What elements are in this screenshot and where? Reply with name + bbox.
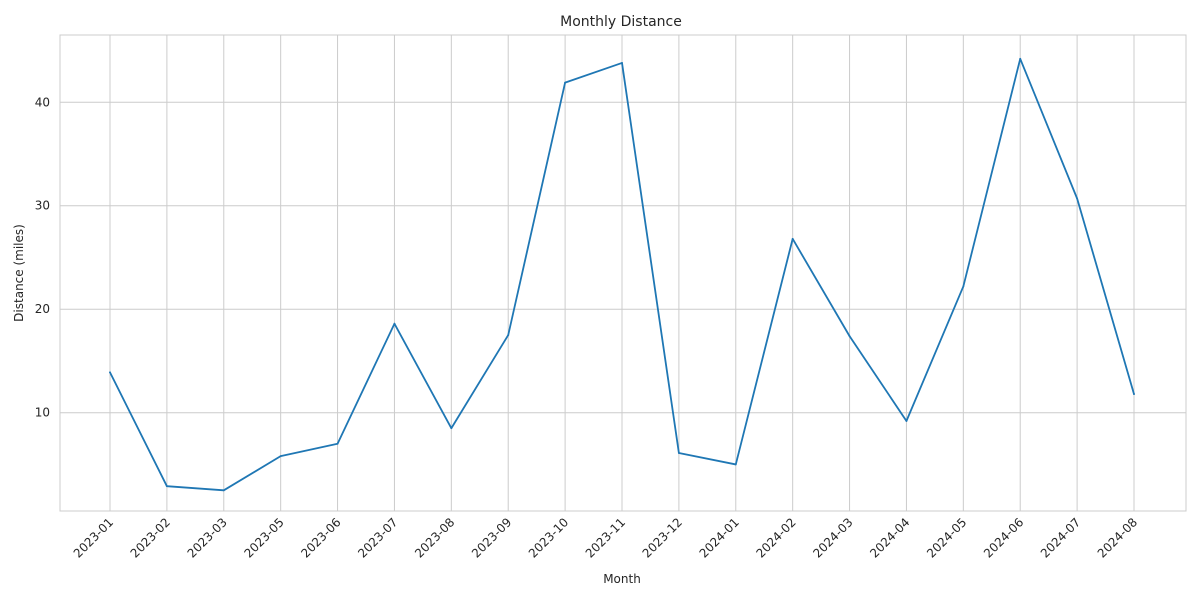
data-point xyxy=(1076,197,1079,200)
y-gridlines xyxy=(60,101,1186,414)
y-tick-label: 20 xyxy=(35,302,50,316)
x-tick-label: 2024-08 xyxy=(1095,515,1140,560)
x-axis-label: Month xyxy=(603,572,641,586)
data-points xyxy=(109,57,1135,492)
y-tick-label: 40 xyxy=(35,95,50,109)
x-tick-label: 2023-02 xyxy=(128,515,173,560)
x-gridlines xyxy=(109,35,1135,511)
x-tick-label: 2024-05 xyxy=(924,515,969,560)
x-tick-label: 2024-02 xyxy=(753,515,798,560)
data-point xyxy=(621,62,623,64)
x-tick-label: 2023-07 xyxy=(355,515,400,560)
data-point xyxy=(848,335,851,338)
data-point xyxy=(677,452,680,454)
data-point xyxy=(279,455,282,458)
y-tick-label: 30 xyxy=(35,199,50,213)
x-tick-label: 2024-04 xyxy=(867,515,912,560)
data-point xyxy=(450,427,453,430)
data-point xyxy=(165,485,168,488)
data-point xyxy=(336,442,339,445)
data-point xyxy=(962,285,965,288)
chart-title: Monthly Distance xyxy=(560,14,682,30)
data-point xyxy=(1133,393,1135,395)
data-point xyxy=(1019,57,1022,60)
data-point xyxy=(734,463,737,466)
x-tick-label: 2024-01 xyxy=(697,515,742,560)
x-tick-label: 2023-06 xyxy=(298,515,343,560)
data-point xyxy=(507,334,510,336)
data-point xyxy=(109,371,111,374)
y-tick-label: 10 xyxy=(35,406,50,420)
y-tick-labels: 10 20 30 40 xyxy=(35,95,50,419)
y-axis-label: Distance (miles) xyxy=(12,224,26,322)
x-tick-label: 2023-03 xyxy=(185,515,230,560)
x-tick-label: 2023-01 xyxy=(71,515,116,560)
data-point xyxy=(791,237,794,240)
x-tick-label: 2023-08 xyxy=(412,515,457,560)
x-tick-label: 2024-03 xyxy=(810,515,855,560)
data-point xyxy=(393,322,396,325)
x-tick-labels: 2023-01 2023-02 2023-03 2023-05 2023-06 2023-… xyxy=(71,515,1140,560)
x-tick-label: 2023-09 xyxy=(469,515,514,560)
x-tick-label: 2023-05 xyxy=(241,515,286,560)
x-tick-label: 2023-12 xyxy=(640,515,685,560)
x-tick-label: 2024-07 xyxy=(1038,515,1083,560)
data-point xyxy=(222,489,225,492)
plot-frame xyxy=(59,34,1187,512)
x-tick-label: 2023-11 xyxy=(583,515,628,560)
x-tick-label: 2024-06 xyxy=(981,515,1026,560)
x-tick-label: 2023-10 xyxy=(526,515,571,560)
data-point xyxy=(564,81,567,84)
data-point xyxy=(905,420,908,422)
